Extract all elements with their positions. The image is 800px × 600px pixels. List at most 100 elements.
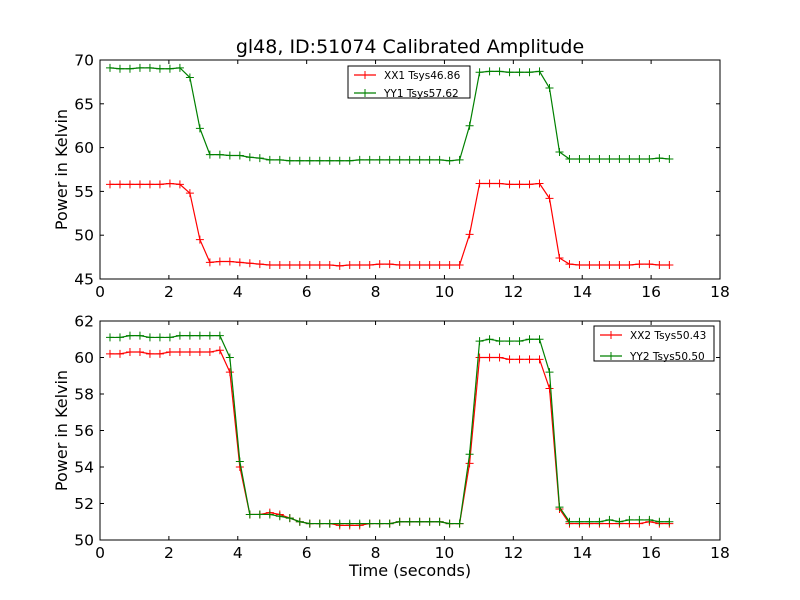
y-tick-label: 45: [74, 271, 94, 289]
data-point: [385, 155, 394, 164]
data-point: [185, 348, 194, 357]
y-tick-label: 55: [74, 183, 94, 201]
data-point: [115, 349, 124, 358]
data-point: [625, 154, 634, 163]
legend: XX2 Tsys50.43 YY2 Tsys50.50: [593, 325, 715, 363]
data-point: [535, 335, 544, 344]
data-point: [575, 154, 584, 163]
legend-marker: [361, 89, 369, 97]
data-point: [355, 519, 364, 528]
data-point: [125, 180, 134, 189]
data-point: [455, 519, 464, 528]
data-point: [385, 519, 394, 528]
data-point: [165, 64, 174, 73]
legend-marker: [607, 331, 615, 339]
data-point: [155, 180, 164, 189]
figure-title: gl48, ID:51074 Calibrated Amplitude: [236, 36, 584, 58]
data-point: [165, 348, 174, 357]
data-point: [375, 155, 384, 164]
data-point: [605, 154, 614, 163]
data-point: [315, 156, 324, 165]
data-point: [325, 156, 334, 165]
data-point: [475, 353, 484, 362]
x-tick-label: 2: [164, 283, 174, 301]
data-point: [245, 259, 254, 268]
data-point: [105, 349, 114, 358]
data-point: [505, 180, 514, 189]
data-point: [455, 155, 464, 164]
y-tick-label: 50: [74, 227, 94, 245]
data-point: [525, 68, 534, 77]
data-point: [585, 154, 594, 163]
data-point: [395, 260, 404, 269]
data-point: [545, 368, 554, 377]
data-point: [355, 260, 364, 269]
data-point: [505, 355, 514, 364]
data-point: [135, 331, 144, 340]
data-point: [445, 519, 454, 528]
data-point: [105, 180, 114, 189]
data-point: [435, 517, 444, 526]
data-point: [395, 155, 404, 164]
data-point: [175, 348, 184, 357]
data-point: [655, 154, 664, 163]
data-point: [295, 260, 304, 269]
data-point: [245, 510, 254, 519]
data-point: [255, 510, 264, 519]
data-point: [535, 179, 544, 188]
data-point: [235, 457, 244, 466]
data-point: [475, 179, 484, 188]
y-tick-label: 60: [74, 349, 94, 367]
legend-box: [593, 325, 715, 362]
data-point: [615, 260, 624, 269]
data-point: [465, 459, 474, 468]
data-point: [515, 337, 524, 346]
data-point: [525, 355, 534, 364]
data-point: [515, 180, 524, 189]
data-point: [605, 260, 614, 269]
x-tick-label: 18: [710, 283, 730, 301]
x-tick-label: 14: [572, 544, 592, 562]
data-point: [495, 179, 504, 188]
data-point: [295, 517, 304, 526]
data-point: [225, 353, 234, 362]
data-point: [245, 153, 254, 162]
data-point: [375, 260, 384, 269]
data-point: [485, 67, 494, 76]
x-tick-label: 4: [233, 283, 243, 301]
data-point: [595, 154, 604, 163]
data-point: [135, 63, 144, 72]
data-point: [645, 154, 654, 163]
data-point: [165, 179, 174, 188]
data-point: [465, 450, 474, 459]
data-point: [345, 519, 354, 528]
data-point: [215, 331, 224, 340]
data-point: [135, 180, 144, 189]
data-point: [415, 260, 424, 269]
data-point: [615, 154, 624, 163]
legend-marker: [607, 352, 615, 360]
x-tick-label: 2: [164, 544, 174, 562]
data-point: [345, 260, 354, 269]
data-point: [225, 368, 234, 377]
data-point: [225, 257, 234, 266]
x-tick-label: 16: [641, 283, 661, 301]
data-point: [265, 260, 274, 269]
data-point: [325, 260, 334, 269]
data-point: [475, 68, 484, 77]
data-point: [405, 517, 414, 526]
data-point: [625, 260, 634, 269]
legend-label: XX1 Tsys46.86: [384, 70, 461, 82]
data-point: [625, 515, 634, 524]
data-point: [365, 519, 374, 528]
data-point: [175, 180, 184, 189]
x-tick-label: 16: [641, 544, 661, 562]
data-point: [595, 517, 604, 526]
data-point: [525, 180, 534, 189]
data-point: [435, 260, 444, 269]
data-point: [475, 337, 484, 346]
x-tick-label: 6: [302, 544, 312, 562]
data-point: [185, 331, 194, 340]
data-point: [575, 260, 584, 269]
x-tick-label: 12: [503, 544, 523, 562]
